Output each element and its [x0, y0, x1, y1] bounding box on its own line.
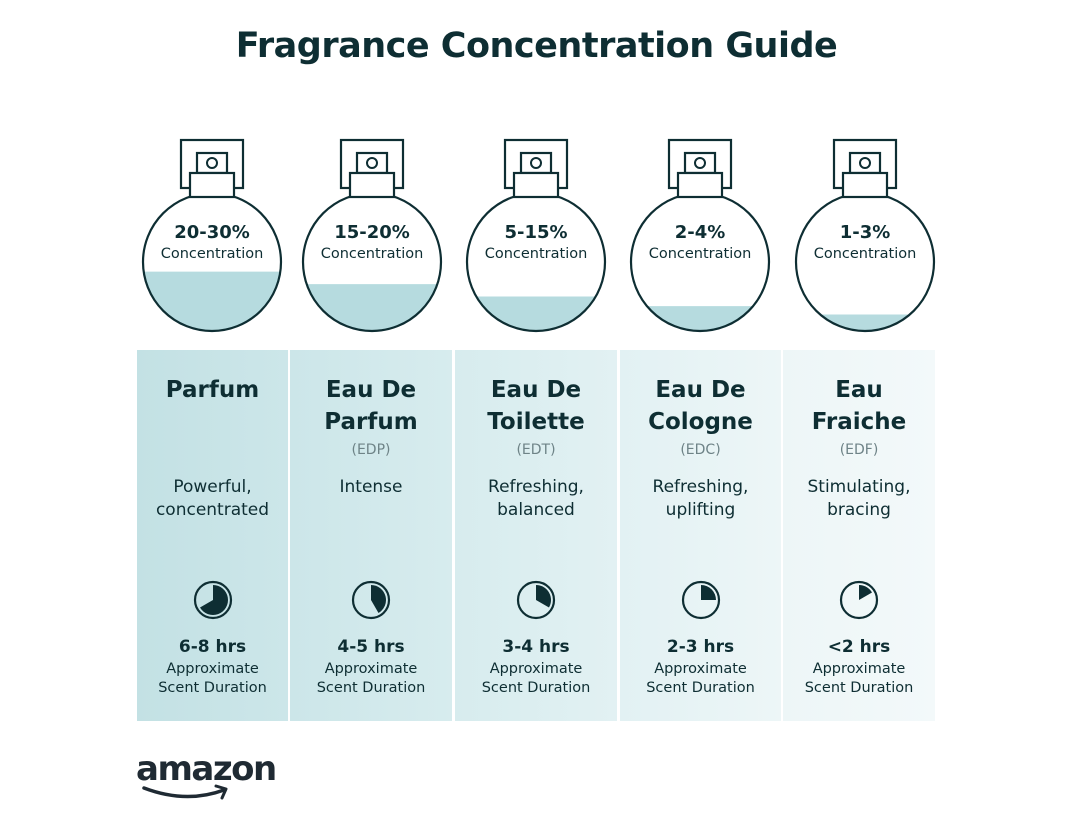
duration-label: Approximate Scent Duration [290, 660, 452, 698]
duration-label-line2: Scent Duration [481, 680, 591, 696]
duration-value: 2-3 hrs [666, 637, 735, 657]
duration-label-line1: Approximate [324, 661, 418, 677]
column-0: Parfum Powerful, concentrated 6-8 hrs App… [137, 350, 288, 721]
amazon-logo: amazon [136, 749, 277, 800]
duration-value: 6-8 hrs [178, 637, 247, 657]
clock-icon [681, 580, 720, 620]
fragrance-description: Refreshing, uplifting [652, 477, 749, 520]
clock-icon [193, 580, 232, 620]
concentration-value: 2-4% [674, 222, 726, 243]
page-title: Fragrance Concentration Guide [235, 26, 838, 66]
liquid-fill [476, 296, 596, 331]
fragrance-name: Eau De Cologne [648, 377, 753, 435]
concentration-value: 15-20% [334, 222, 410, 243]
duration-label-line1: Approximate [812, 661, 906, 677]
concentration-label: Concentration [813, 246, 917, 262]
fragrance-abbreviation: (EDT) [516, 442, 556, 458]
liquid-fill [143, 271, 281, 331]
clock-icon [516, 580, 556, 620]
concentration-value: 20-30% [174, 222, 250, 243]
duration-label: Approximate Scent Duration [783, 660, 935, 698]
duration-value: <2 hrs [827, 637, 891, 657]
clock-icon [351, 580, 391, 620]
perfume-bottle-icon [794, 138, 936, 333]
duration-label-line1: Approximate [654, 661, 747, 677]
duration-label-line2: Scent Duration [646, 680, 755, 696]
liquid-fill [306, 284, 438, 331]
duration-value: 4-5 hrs [337, 637, 405, 657]
perfume-bottle-icon [629, 138, 771, 333]
bottle-2: 5-15% Concentration [456, 138, 616, 338]
liquid-fill [646, 306, 754, 331]
bottle-4: 1-3% Concentration [785, 138, 945, 338]
bottle-0: 20-30% Concentration [132, 138, 292, 338]
fragrance-name: Eau De Toilette [487, 377, 585, 435]
fragrance-abbreviation: (EDC) [680, 442, 721, 458]
duration-label-line2: Scent Duration [158, 680, 267, 696]
fragrance-description: Stimulating, bracing [807, 477, 911, 520]
column-3: Eau De Cologne (EDC) Refreshing, uplifting… [620, 350, 781, 721]
concentration-value: 5-15% [504, 222, 568, 243]
duration-label: Approximate Scent Duration [137, 660, 288, 698]
fragrance-name: Eau Fraiche [811, 377, 907, 435]
fragrance-name: Parfum [165, 377, 260, 403]
concentration-label: Concentration [648, 246, 752, 262]
duration-label-line2: Scent Duration [804, 680, 914, 696]
concentration-label: Concentration [484, 246, 588, 262]
column-1: Eau De Parfum (EDP) Intense 4-5 hrs Appro… [290, 350, 452, 721]
duration-label-line2: Scent Duration [316, 680, 426, 696]
perfume-bottle-icon [141, 138, 283, 333]
duration-label-line1: Approximate [489, 661, 583, 677]
fragrance-name: Eau De Parfum [324, 377, 418, 435]
concentration-label: Concentration [160, 246, 264, 262]
duration-label: Approximate Scent Duration [455, 660, 617, 698]
bottle-1: 15-20% Concentration [292, 138, 452, 338]
duration-value: 3-4 hrs [502, 637, 570, 657]
fragrance-description: Intense [339, 477, 403, 497]
fragrance-abbreviation: (EDF) [839, 442, 879, 458]
concentration-label: Concentration [320, 246, 424, 262]
column-2: Eau De Toilette (EDT) Refreshing, balanced… [455, 350, 617, 721]
perfume-bottle-icon [301, 138, 443, 333]
duration-label-line1: Approximate [166, 661, 259, 677]
bottle-3: 2-4% Concentration [620, 138, 780, 338]
concentration-value: 1-3% [839, 222, 891, 243]
column-4: Eau Fraiche (EDF) Stimulating, bracing <2 … [783, 350, 935, 721]
fragrance-abbreviation: (EDP) [351, 442, 391, 458]
duration-label: Approximate Scent Duration [620, 660, 781, 698]
clock-icon [839, 580, 879, 620]
fragrance-description: Powerful, concentrated [155, 477, 270, 520]
perfume-bottle-icon [465, 138, 607, 333]
fragrance-description: Refreshing, balanced [488, 477, 584, 520]
svg-text:amazon: amazon [136, 749, 276, 789]
